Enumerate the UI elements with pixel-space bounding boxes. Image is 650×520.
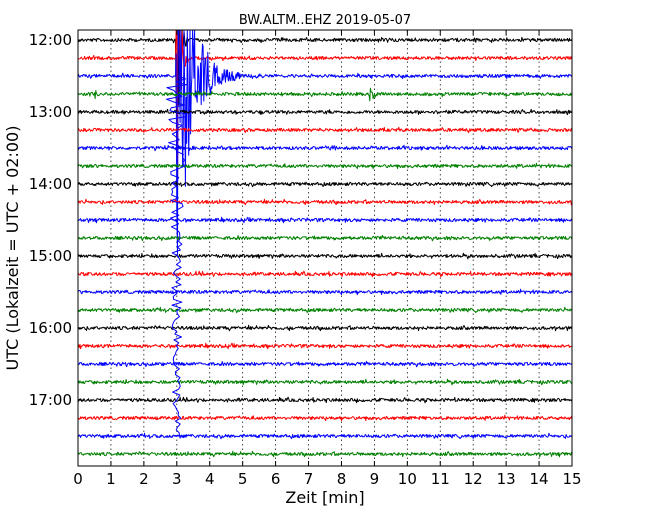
trace-series: [77, 29, 573, 458]
x-tick-label: 9: [370, 470, 380, 488]
x-tick-label: 4: [205, 470, 215, 488]
trace-line: [77, 144, 573, 152]
trace-line: [77, 29, 573, 189]
x-tick-label: 5: [238, 470, 248, 488]
x-tick-label: 13: [497, 470, 516, 488]
x-tick-label: 12: [464, 470, 483, 488]
trace-line: [77, 180, 573, 188]
y-tick-label: 14:00: [29, 175, 72, 193]
x-tick-label: 6: [271, 470, 281, 488]
trace-line: [77, 270, 573, 278]
y-tick-label: 16:00: [29, 319, 72, 337]
x-tick-label: 2: [139, 470, 149, 488]
x-tick-label: 10: [398, 470, 417, 488]
x-tick-label: 1: [106, 470, 116, 488]
trace-line: [77, 108, 573, 116]
trace-line: [77, 414, 573, 422]
x-axis-label: Zeit [min]: [285, 488, 364, 507]
x-tick-label: 3: [172, 470, 182, 488]
trace-line: [77, 216, 573, 224]
trace-line: [77, 324, 573, 332]
trace-line: [77, 396, 573, 404]
trace-line: [78, 29, 573, 255]
x-tick-label: 14: [530, 470, 549, 488]
trace-line: [77, 252, 573, 260]
y-tick-label: 12:00: [29, 31, 72, 49]
y-axis-label: UTC (Lokalzeit = UTC + 02:00): [3, 126, 22, 371]
x-tick-label: 7: [304, 470, 314, 488]
trace-line: [77, 450, 573, 458]
trace-line: [77, 342, 573, 350]
x-tick-label: 11: [431, 470, 450, 488]
axis-ticks: 0 1 2 3 4 5 6 7 8 9 10 11 12 13 14 1512:0013:0014:0015:…: [29, 30, 582, 488]
chart-title: BW.ALTM..EHZ 2019-05-07: [239, 13, 411, 28]
trace-line: [77, 378, 573, 386]
trace-line: [77, 162, 573, 170]
y-tick-label: 17:00: [29, 391, 72, 409]
trace-line: [77, 306, 573, 314]
event-coda: [165, 75, 187, 437]
trace-line: [77, 288, 573, 296]
trace-line: [77, 87, 573, 102]
y-tick-label: 15:00: [29, 247, 72, 265]
y-tick-label: 13:00: [29, 103, 72, 121]
x-tick-label: 8: [337, 470, 347, 488]
trace-line: [77, 360, 573, 368]
trace-line: [77, 432, 573, 440]
trace-line: [77, 198, 573, 206]
plot-frame: [77, 29, 573, 467]
x-tick-label: 0: [73, 470, 83, 488]
trace-line: [78, 234, 573, 242]
x-tick-label: 15: [562, 470, 581, 488]
trace-line: [77, 29, 573, 115]
trace-line: [77, 126, 573, 134]
